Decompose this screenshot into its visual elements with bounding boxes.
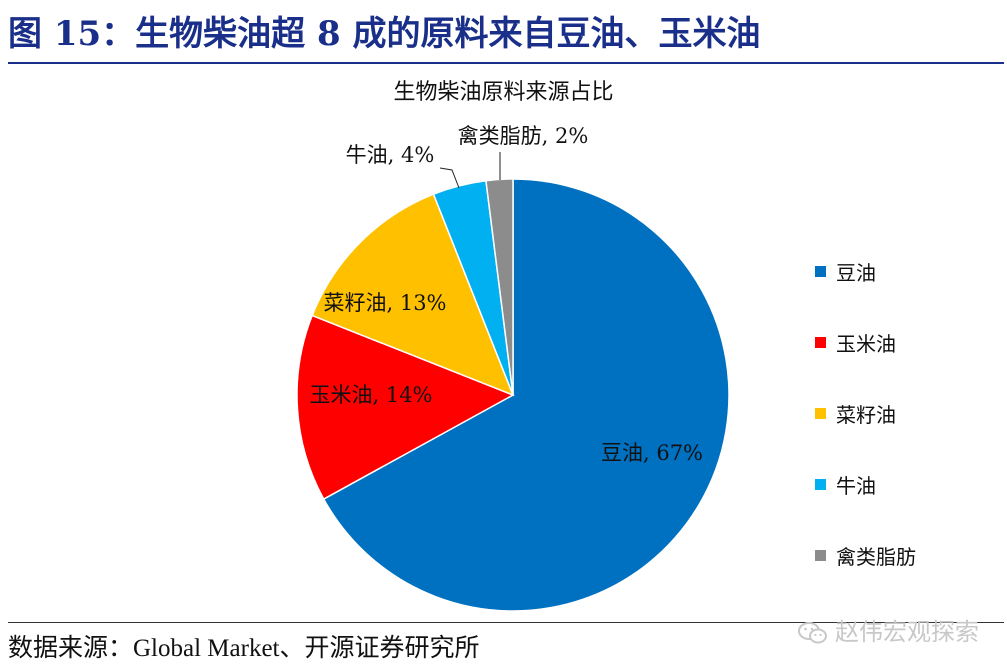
- legend-item-2: 玉米油: [815, 327, 896, 357]
- legend-item-1: 豆油: [815, 256, 876, 286]
- figure-title: 图 15：生物柴油超 8 成的原料来自豆油、玉米油: [8, 14, 761, 54]
- pie-slice-3: [311, 193, 515, 397]
- source-divider: [8, 622, 1004, 623]
- title-divider: [8, 62, 1004, 64]
- data-label-2: 玉米油, 14%: [309, 383, 432, 407]
- legend-swatch: [815, 265, 826, 277]
- legend-swatch: [815, 478, 826, 490]
- legend-label: 禽类脂肪: [836, 544, 916, 569]
- legend-swatch: [815, 407, 826, 419]
- data-label-1: 豆油, 67%: [601, 441, 703, 465]
- watermark-text: 赵伟宏观探索: [835, 618, 979, 646]
- wechat-icon: [798, 622, 827, 644]
- legend-label: 豆油: [836, 260, 876, 285]
- legend-label: 玉米油: [836, 331, 896, 356]
- legend-label: 牛油: [836, 473, 876, 498]
- legend-item-3: 菜籽油: [815, 398, 896, 428]
- chart-title: 生物柴油原料来源占比: [393, 80, 614, 105]
- legend-item-4: 牛油: [815, 469, 876, 499]
- pie-slice-5: [485, 178, 514, 396]
- data-label-3: 菜籽油, 13%: [323, 291, 446, 315]
- pie-slice-2: [296, 314, 515, 501]
- watermark: 赵伟宏观探索: [797, 612, 979, 647]
- legend-swatch: [815, 549, 826, 561]
- leader-line-4: [439, 167, 460, 189]
- legend-item-5: 禽类脂肪: [815, 540, 916, 570]
- source-note: 数据来源：Global Market、开源证券研究所: [8, 635, 480, 662]
- legend-label: 菜籽油: [836, 402, 896, 427]
- data-label-5: 禽类脂肪, 2%: [458, 124, 589, 148]
- data-label-4: 牛油, 4%: [346, 143, 435, 167]
- pie-slice-1: [322, 178, 730, 612]
- legend-swatch: [815, 336, 826, 348]
